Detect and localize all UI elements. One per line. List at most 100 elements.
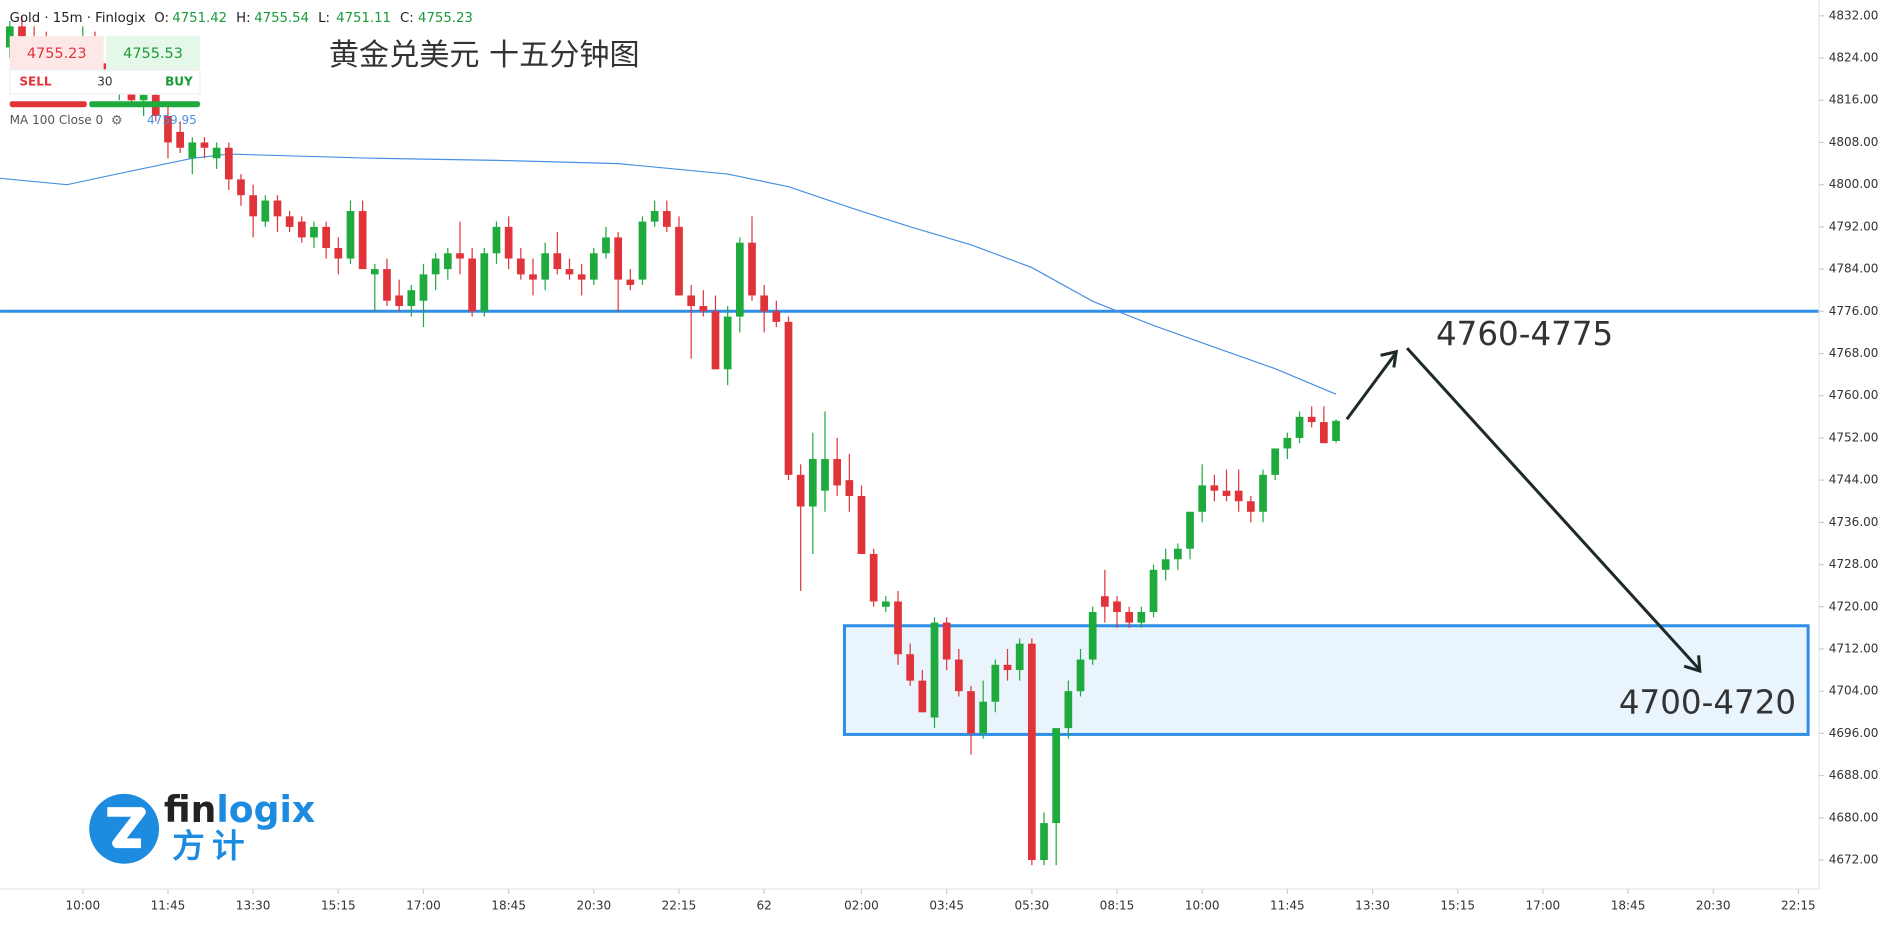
- x-tick-label: 02:00: [844, 898, 879, 912]
- candle-body: [699, 306, 708, 312]
- candle-body: [954, 659, 963, 692]
- x-tick-label: 11:45: [151, 898, 186, 912]
- candle-body: [796, 474, 805, 507]
- candle-body: [1222, 490, 1231, 496]
- quote-value: 4755.23: [418, 11, 473, 26]
- candle-body: [1052, 728, 1061, 824]
- logo-part1: fin: [164, 788, 217, 831]
- logo-mark: [107, 807, 146, 849]
- y-tick-label: 4800.00: [1829, 177, 1879, 191]
- logo-part2: logix: [216, 788, 315, 831]
- candle-body: [638, 221, 647, 280]
- candle-body: [407, 290, 416, 307]
- y-tick-label: 4680.00: [1829, 810, 1879, 824]
- candle-body: [967, 691, 975, 734]
- y-tick-label: 4688.00: [1829, 768, 1879, 782]
- candle-body: [1198, 485, 1207, 512]
- y-tick-label: 4672.00: [1829, 853, 1879, 867]
- candle-body: [1295, 416, 1304, 438]
- quote-value: 4751.11: [336, 11, 391, 26]
- candle-body: [662, 211, 671, 227]
- candle-body: [1040, 823, 1048, 861]
- x-tick-label: 08:15: [1100, 898, 1135, 912]
- settings-icon[interactable]: ⚙: [111, 113, 123, 128]
- quote-label: O:: [154, 11, 169, 26]
- x-tick-label: 17:00: [1526, 898, 1561, 912]
- candle-body: [370, 269, 379, 275]
- candle-body: [760, 295, 769, 312]
- candle-body: [383, 269, 391, 301]
- candle-body: [906, 654, 915, 681]
- arrow-down: [1405, 347, 1700, 670]
- x-tick-label: 10:00: [65, 898, 100, 912]
- logo-cn: 方计: [172, 827, 252, 865]
- candle-body: [918, 680, 927, 713]
- x-tick-label: 15:15: [321, 898, 356, 912]
- candle-body: [1076, 659, 1085, 692]
- y-tick-label: 4736.00: [1829, 515, 1879, 529]
- candle-body: [346, 211, 355, 259]
- x-tick-label: 62: [757, 898, 772, 912]
- forecast-arrows: [1345, 347, 1702, 674]
- y-tick-label: 4832.00: [1829, 8, 1879, 22]
- zone-label: 4700-4720: [1619, 683, 1796, 721]
- candle-body: [1307, 416, 1316, 423]
- candle-body: [1064, 691, 1073, 729]
- buy-box[interactable]: [106, 36, 201, 70]
- candle-body: [1271, 448, 1280, 475]
- candle-body: [772, 311, 781, 322]
- candle-body: [358, 211, 367, 270]
- candle-body: [139, 94, 148, 101]
- candle-body: [297, 221, 306, 238]
- sell-price: 4755.23: [27, 46, 87, 62]
- candle-body: [930, 622, 939, 718]
- x-tick-label: 15:15: [1440, 898, 1475, 912]
- candle-body: [748, 242, 756, 296]
- y-tick-label: 4808.00: [1829, 135, 1879, 149]
- candle-body: [1174, 548, 1182, 560]
- candle-body: [650, 211, 659, 222]
- quote-value: 4755.54: [254, 11, 309, 26]
- candle-body: [456, 253, 464, 259]
- ma-value: 4759.95: [147, 113, 197, 127]
- arrow-up-head: [1380, 349, 1399, 368]
- quantity[interactable]: 30: [97, 74, 112, 88]
- candle-body: [164, 116, 172, 143]
- candle-body: [857, 495, 866, 554]
- y-tick-label: 4704.00: [1829, 684, 1879, 698]
- candle-body: [675, 226, 683, 296]
- plot-area: [0, 15, 1820, 866]
- candle-body: [1186, 511, 1194, 549]
- candle-body: [431, 258, 440, 275]
- candle-body: [979, 701, 988, 734]
- candle-body: [1088, 612, 1097, 660]
- x-tick-label: 22:15: [662, 898, 697, 912]
- order-bar: [9, 69, 201, 95]
- x-tick-label: 13:30: [1355, 898, 1390, 912]
- candle-body: [18, 26, 26, 37]
- sell-box[interactable]: [9, 36, 104, 70]
- target-label: 4760-4775: [1436, 315, 1613, 353]
- candle-body: [1247, 501, 1255, 512]
- candle-body: [1015, 643, 1024, 671]
- x-tick-label: 22:15: [1781, 898, 1816, 912]
- y-tick-label: 4712.00: [1829, 641, 1879, 655]
- y-tick-label: 4776.00: [1829, 304, 1879, 318]
- buy-button[interactable]: BUY: [165, 74, 193, 88]
- candle-body: [845, 480, 854, 496]
- sell-button[interactable]: SELL: [19, 74, 52, 88]
- candle-body: [687, 295, 696, 307]
- candle-body: [237, 179, 245, 196]
- candle-body: [1113, 601, 1121, 613]
- candle-body: [285, 216, 294, 227]
- candle-body: [1027, 643, 1036, 861]
- candle-body: [1161, 559, 1170, 570]
- candle-body: [261, 200, 270, 222]
- x-tick-label: 13:30: [236, 898, 271, 912]
- x-tick-label: 20:30: [576, 898, 611, 912]
- x-tick-label: 11:45: [1270, 898, 1305, 912]
- candle-body: [711, 311, 720, 370]
- candle-body: [1149, 569, 1158, 613]
- quote-label: C:: [400, 11, 414, 26]
